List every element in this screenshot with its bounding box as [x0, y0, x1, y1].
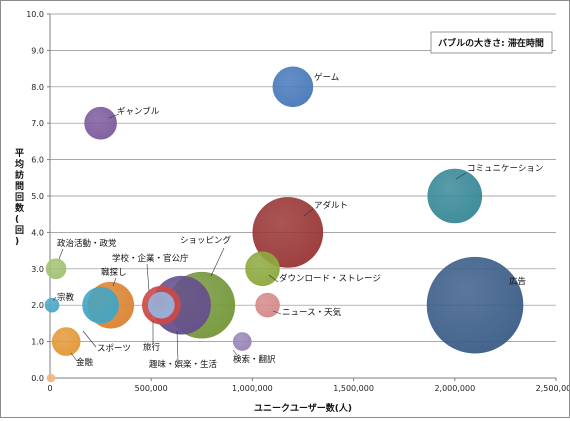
y-tick-label: 6.0	[31, 156, 44, 165]
y-tick-label: 3.0	[31, 265, 44, 274]
bubble-label: 旅行	[143, 342, 161, 353]
label-leader	[82, 330, 97, 348]
bubble-label: ニュース・天気	[282, 307, 342, 318]
bubble-label: ギャンブル	[117, 106, 160, 117]
size-note: バブルの大きさ: 滞在時間	[438, 37, 544, 49]
bubble	[51, 327, 81, 356]
x-tick-label: 1,500,000	[333, 384, 374, 393]
bubble-label: スポーツ	[97, 344, 131, 354]
y-tick-label: 9.0	[31, 46, 44, 55]
label-leader	[70, 352, 78, 362]
y-tick-label: 1.0	[31, 338, 44, 347]
label-leader	[268, 274, 279, 283]
bubble-label: ショッピング	[180, 235, 232, 246]
label-leader	[232, 349, 238, 356]
size-note-box	[430, 31, 553, 54]
bubble-label: 検索・翻訳	[233, 354, 276, 365]
bubble	[82, 286, 119, 324]
bubble	[272, 66, 314, 108]
x-tick-label: 0	[47, 384, 52, 393]
bubble	[232, 332, 252, 351]
label-leader	[58, 248, 64, 260]
bubble-label: アダルト	[314, 200, 348, 211]
x-tick-label: 1,000,000	[232, 384, 273, 393]
y-tick-label: 10.0	[26, 10, 44, 19]
y-tick-label: 0.0	[31, 374, 44, 383]
bubble-label: 趣味・娯楽・生活	[149, 359, 218, 370]
bubble-label: 広告	[509, 276, 526, 287]
y-tick-label: 8.0	[31, 83, 44, 92]
label-leader	[146, 263, 150, 292]
bubble-label: 学校・企業・官公庁	[112, 253, 189, 264]
bubble	[427, 168, 483, 224]
bubble-label: 金融	[76, 357, 94, 368]
x-tick-label: 2,500,000	[536, 384, 569, 393]
bubble-label: コミュニケーション	[467, 164, 543, 174]
bubble	[46, 373, 56, 383]
label-leader	[303, 208, 314, 217]
bubble	[245, 251, 280, 287]
bubble	[44, 297, 60, 313]
bubble-label: ゲーム	[314, 72, 339, 83]
y-tick-label: 7.0	[31, 119, 44, 128]
y-tick-label: 2.0	[31, 301, 44, 310]
label-leader	[176, 330, 179, 362]
x-tick-label: 500,000	[135, 384, 168, 393]
x-axis-title: ユニークユーザー数(人)	[254, 402, 352, 414]
bubble	[426, 256, 524, 354]
label-leader	[112, 277, 117, 287]
bubble	[84, 106, 117, 140]
bubble	[255, 292, 280, 318]
x-tick-label: 2,000,000	[434, 384, 475, 393]
label-leader	[52, 296, 57, 302]
label-leader	[272, 310, 282, 315]
bubble-label: 政治活動・政党	[57, 238, 117, 249]
bubble-label: 宗教	[57, 292, 75, 303]
bubble-label: ダウンロード・ストレージ	[279, 273, 381, 284]
label-leader	[455, 172, 467, 180]
bubble-label: 職探し	[101, 267, 127, 278]
y-tick-label: 5.0	[31, 192, 44, 201]
bubble	[148, 291, 175, 319]
label-leader	[210, 247, 225, 277]
y-tick-label: 4.0	[31, 228, 44, 237]
y-axis-title: 平均訪問回数(回)	[15, 148, 25, 247]
label-leader	[108, 113, 120, 119]
bubble	[45, 258, 67, 280]
